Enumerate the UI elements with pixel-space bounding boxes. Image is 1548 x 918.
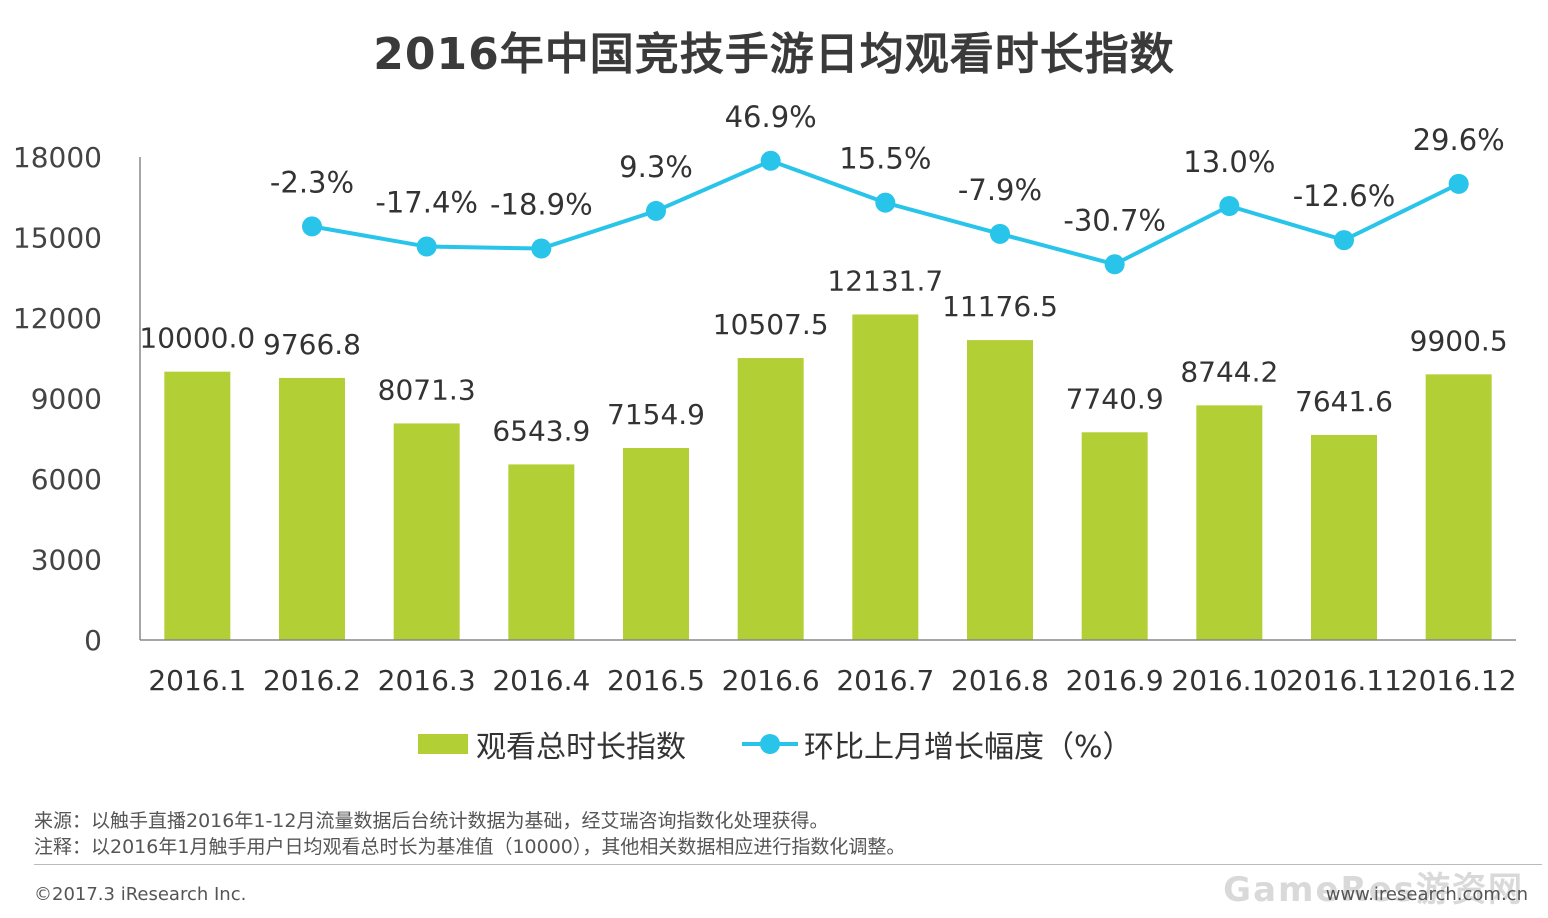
bar (508, 464, 575, 640)
chart-title: 2016年中国竞技手游日均观看时长指数 (373, 29, 1175, 80)
legend-line-swatch (742, 729, 798, 759)
x-tick-label: 2016.11 (1286, 664, 1402, 697)
x-tick-label: 2016.9 (1066, 664, 1164, 697)
bar (1311, 434, 1377, 640)
site-url: www.iresearch.com.cn (1325, 884, 1528, 905)
growth-point (302, 216, 322, 237)
x-tick-label: 2016.7 (836, 664, 934, 697)
x-axis-ticks: 2016.1 2016.2 2016.3 2016.4 2016.5 2016.6 2016… (148, 664, 1516, 697)
y-tick-label: 0 (84, 624, 102, 657)
growth-point (1219, 196, 1240, 216)
growth-point (646, 200, 666, 221)
bar-value-label: 7154.9 (607, 398, 705, 431)
x-tick-label: 2016.1 (148, 664, 246, 697)
y-axis-ticks: 0 3000 6000 9000 12000 15000 18000 (13, 141, 102, 657)
bar-value-label: 8071.3 (378, 373, 476, 406)
growth-label: 29.6% (1413, 123, 1505, 157)
bar-value-label: 8744.2 (1180, 355, 1278, 388)
growth-point (416, 236, 437, 257)
growth-point (531, 238, 552, 259)
remark-note: 注释：以2016年1月触手用户日均观看总时长为基准值（10000），其他相关数据… (34, 836, 906, 858)
growth-label: -18.9% (490, 188, 593, 222)
x-tick-label: 2016.4 (492, 664, 590, 697)
bar-value-label: 10000.0 (139, 322, 255, 355)
footer-divider (34, 864, 1542, 865)
growth-point (990, 223, 1010, 244)
x-tick-label: 2016.8 (951, 664, 1049, 697)
bar-value-label: 11176.5 (942, 290, 1058, 323)
legend-item-bar: 观看总时长指数 (418, 722, 686, 766)
x-tick-label: 2016.2 (263, 664, 361, 697)
x-tick-label: 2016.12 (1401, 664, 1517, 697)
growth-label: -30.7% (1063, 203, 1166, 237)
bar-value-label: 7740.9 (1066, 382, 1164, 415)
line-series (302, 150, 1469, 275)
chart-canvas: 0 3000 6000 9000 12000 15000 18000 10000.0 9766… (13, 100, 1517, 697)
bar-value-label: 10507.5 (713, 308, 829, 341)
chart-legend: 观看总时长指数 环比上月增长幅度（%） (0, 722, 1548, 766)
bar-value-label: 7641.6 (1295, 385, 1393, 418)
growth-label: 46.9% (725, 100, 817, 134)
growth-label: -17.4% (375, 186, 478, 220)
bar (1425, 374, 1492, 640)
y-tick-label: 15000 (13, 222, 102, 255)
growth-label: 13.0% (1183, 145, 1275, 179)
y-tick-label: 18000 (13, 141, 102, 174)
line-value-labels: -2.3% -17.4% -18.9% 9.3% 46.9% 15.5% -7.9% -30.… (270, 100, 1505, 237)
x-tick-label: 2016.10 (1171, 664, 1287, 697)
growth-point (1334, 230, 1354, 251)
bar-value-label: 9766.8 (263, 328, 361, 361)
source-note: 来源：以触手直播2016年1-12月流量数据后台统计数据为基础，经艾瑞咨询指数化… (34, 810, 829, 832)
legend-item-line: 环比上月增长幅度（%） (742, 722, 1133, 766)
bar (967, 340, 1033, 640)
bar-series (164, 314, 1492, 640)
legend-bar-swatch (418, 734, 468, 754)
growth-point (1104, 254, 1125, 275)
growth-label: -7.9% (958, 173, 1042, 207)
bar (1196, 405, 1263, 640)
y-tick-label: 6000 (31, 463, 102, 496)
x-tick-label: 2016.3 (378, 664, 476, 697)
bar (164, 371, 231, 640)
bar-value-labels: 10000.0 9766.8 8071.3 6543.9 7154.9 10507.5 12… (139, 264, 1507, 447)
y-tick-label: 12000 (13, 302, 102, 335)
growth-label: 15.5% (839, 142, 931, 176)
growth-point (1448, 173, 1469, 194)
legend-bar-label: 观看总时长指数 (476, 730, 686, 765)
bar-value-label: 9900.5 (1410, 324, 1508, 357)
copyright-text: ©2017.3 iResearch Inc. (34, 884, 247, 905)
y-tick-label: 9000 (31, 383, 102, 416)
growth-point (760, 150, 781, 171)
bar (737, 358, 804, 640)
bar (279, 377, 345, 640)
bar (623, 448, 689, 640)
growth-label: -2.3% (270, 165, 354, 199)
growth-point (875, 192, 896, 213)
x-tick-label: 2016.5 (607, 664, 705, 697)
bar-value-label: 6543.9 (492, 414, 590, 447)
y-tick-label: 3000 (31, 544, 102, 577)
watermark-logo: GameRes游资网 (1223, 870, 1524, 910)
x-tick-label: 2016.6 (722, 664, 820, 697)
legend-line-label: 环比上月增长幅度（%） (804, 730, 1133, 765)
bar (393, 423, 460, 640)
bar (852, 314, 919, 640)
growth-label: -12.6% (1293, 179, 1396, 213)
bar (1081, 432, 1148, 640)
bar-value-label: 12131.7 (827, 264, 943, 297)
chart-notes: 来源：以触手直播2016年1-12月流量数据后台统计数据为基础，经艾瑞咨询指数化… (34, 808, 905, 860)
growth-label: 9.3% (619, 150, 693, 184)
